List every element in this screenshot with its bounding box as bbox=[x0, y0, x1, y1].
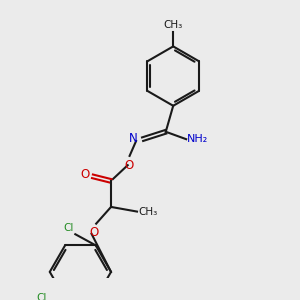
Text: Cl: Cl bbox=[36, 293, 46, 300]
Text: N: N bbox=[129, 132, 138, 145]
Text: O: O bbox=[80, 168, 90, 181]
Text: O: O bbox=[90, 226, 99, 239]
Text: NH₂: NH₂ bbox=[187, 134, 208, 144]
Text: CH₃: CH₃ bbox=[164, 20, 183, 30]
Text: O: O bbox=[124, 159, 133, 172]
Text: CH₃: CH₃ bbox=[138, 207, 157, 217]
Text: Cl: Cl bbox=[63, 223, 74, 233]
